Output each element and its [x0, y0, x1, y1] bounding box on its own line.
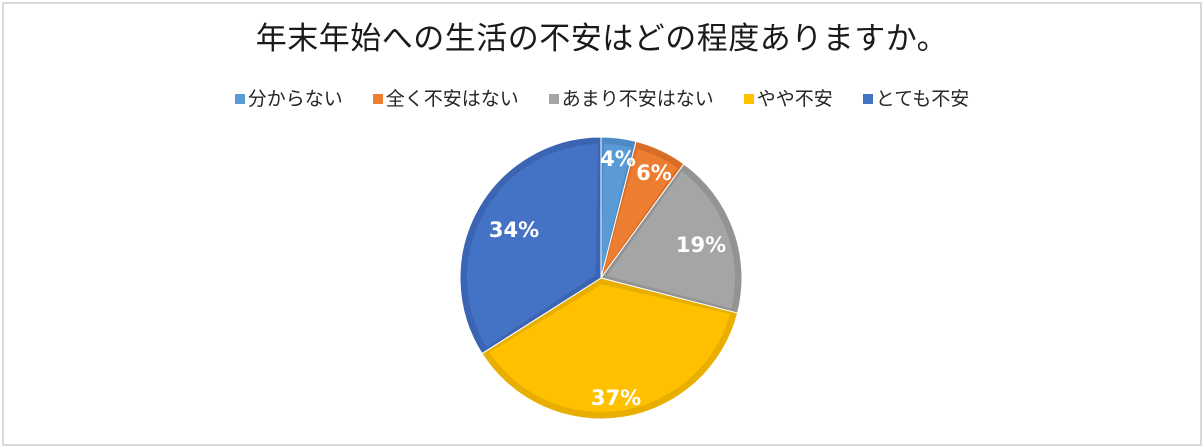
legend-label: 分からない: [247, 88, 343, 110]
legend-item-totemo-fuan[interactable]: とても不安: [862, 86, 970, 112]
legend-swatch-icon: [372, 94, 383, 104]
slice-label-wakaranai: 4%: [600, 147, 636, 171]
legend-label: とても不安: [875, 88, 970, 110]
legend-label: やや不安: [756, 88, 833, 110]
pie-slice-fill-totemo-fuan: [467, 144, 599, 348]
legend-swatch-icon: [234, 94, 245, 104]
slice-label-mattaku-fuan-wa-nai: 6%: [636, 161, 672, 185]
pie-slice-fill-amari-fuan-wa-nai: [606, 171, 736, 309]
slice-label-totemo-fuan: 34%: [489, 218, 539, 242]
slice-label-amari-fuan-wa-nai: 19%: [676, 233, 726, 257]
chart-title: 年末年始への生活の不安はどの程度ありますか。: [255, 21, 949, 57]
legend-swatch-icon: [548, 94, 559, 104]
legend-item-yaya-fuan[interactable]: やや不安: [743, 86, 833, 112]
chart-legend: 分からない 全く不安はない あまり不安はない やや不安 とても不安: [0, 86, 1204, 112]
legend-label: 全く不安はない: [385, 88, 519, 110]
pie-slices: [459, 136, 743, 420]
pie-slice-fill-yaya-fuan: [489, 284, 731, 412]
pie-slice-fill-mattaku-fuan-wa-nai: [603, 148, 678, 273]
legend-item-wakaranai[interactable]: 分からない: [234, 86, 343, 112]
legend-swatch-icon: [862, 94, 873, 104]
legend-swatch-icon: [743, 94, 754, 104]
pie-labels: 4% 6% 19% 37% 34%: [489, 147, 726, 410]
legend-label: あまり不安はない: [561, 88, 714, 110]
pie-slice-fill-wakaranai: [601, 144, 632, 272]
legend-item-mattaku-fuan-wa-nai[interactable]: 全く不安はない: [372, 86, 519, 112]
legend-item-amari-fuan-wa-nai[interactable]: あまり不安はない: [548, 86, 714, 112]
slice-label-yaya-fuan: 37%: [591, 386, 641, 410]
